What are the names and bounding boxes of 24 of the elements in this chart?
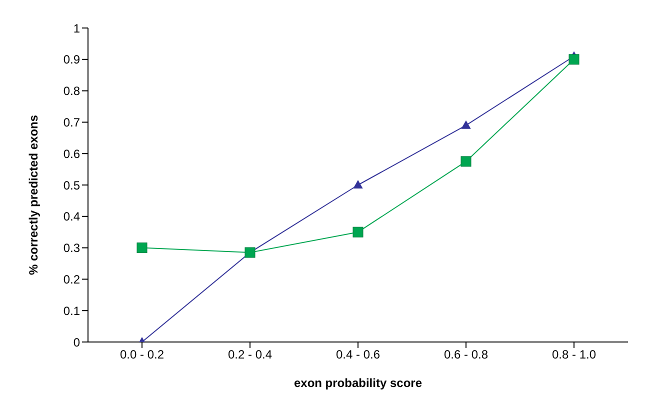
y-tick-label: 0.7 <box>63 115 80 130</box>
y-tick-label: 0.1 <box>63 304 80 318</box>
y-tick-label: 1 <box>73 21 80 36</box>
x-tick-label: 0.4 - 0.6 <box>336 348 380 362</box>
point <box>462 120 470 129</box>
y-tick-label: 0.3 <box>63 241 80 256</box>
y-axis-title: % correctly predicted exons <box>26 114 40 275</box>
point <box>568 54 580 65</box>
point <box>354 180 362 188</box>
point <box>460 156 472 167</box>
x-tick-label: 0.0 - 0.2 <box>120 348 164 362</box>
x-tick-label: 0.6 - 0.8 <box>444 348 488 362</box>
y-tick-label: 0.4 <box>63 210 80 224</box>
x-tick-label: 0.8 - 1.0 <box>552 348 596 362</box>
y-tick-label: 0.8 <box>63 84 80 98</box>
y-tick-label: 0.9 <box>63 52 80 67</box>
y-tick-label: 0.5 <box>63 178 80 192</box>
point <box>352 226 364 238</box>
x-tick-label: 0.2 - 0.4 <box>228 348 272 362</box>
y-tick-label: 0 <box>73 335 80 350</box>
y-tick-label: 0.2 <box>63 272 80 286</box>
x-axis-title: exon probability score <box>294 376 422 390</box>
point <box>136 242 148 254</box>
y-tick-label: 0.6 <box>63 146 80 161</box>
